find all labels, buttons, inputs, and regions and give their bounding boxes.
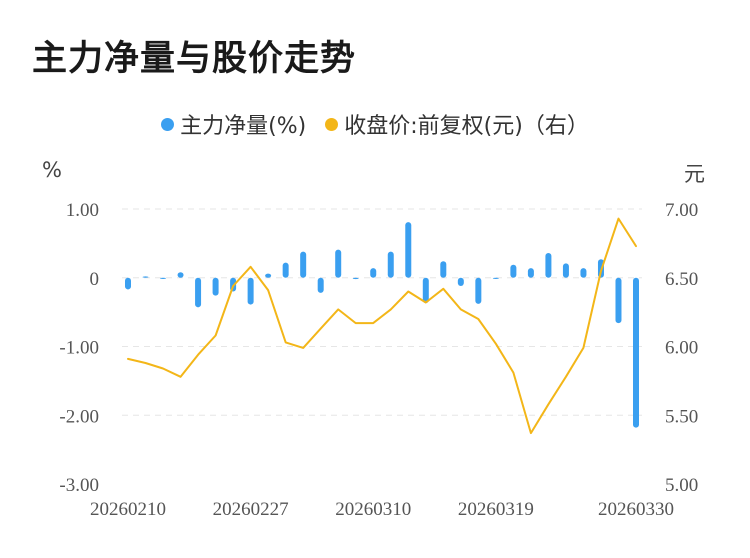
- net-bar: [633, 277, 639, 428]
- net-bar: [510, 264, 517, 278]
- legend-net-marker: [161, 117, 175, 131]
- right-tick-label: 5.50: [665, 406, 698, 427]
- x-tick-label: 20260227: [213, 499, 289, 520]
- right-tick-label: 6.50: [665, 269, 698, 290]
- net-bar: [440, 261, 447, 278]
- net-bar: [387, 251, 394, 278]
- net-bar: [195, 277, 202, 308]
- net-bar: [125, 277, 131, 290]
- net-bar: [300, 251, 307, 278]
- net-bar: [527, 268, 534, 278]
- price-line: [127, 217, 637, 435]
- left-tick-label: -1.00: [59, 338, 99, 359]
- net-bar: [580, 268, 587, 278]
- net-bar: [335, 249, 342, 278]
- x-tick-label: 20260310: [335, 499, 411, 520]
- legend-price-marker: [325, 117, 339, 131]
- chart-title: 主力净量与股价走势: [32, 39, 357, 79]
- legend-net-label: 主力净量(%): [180, 114, 307, 139]
- left-tick-label: 1.00: [66, 200, 99, 221]
- legend-price-label: 收盘价:前复权(元)（右）: [344, 114, 589, 139]
- right-tick-label: 7.00: [665, 200, 698, 221]
- net-bar: [370, 268, 377, 278]
- net-bar: [352, 277, 359, 280]
- x-tick-label: 20260210: [90, 499, 166, 520]
- net-bar: [615, 277, 622, 324]
- net-bar: [492, 277, 499, 279]
- net-bar: [562, 263, 569, 278]
- net-bar: [422, 277, 429, 304]
- net-bar: [457, 277, 464, 286]
- right-tick-label: 6.00: [665, 338, 698, 359]
- x-tick-label: 20260319: [458, 499, 534, 520]
- x-tick-label: 20260330: [598, 499, 674, 520]
- left-tick-label: -3.00: [59, 475, 99, 496]
- legend-item-net[interactable]: 主力净量(%): [161, 108, 306, 140]
- net-bar: [212, 277, 219, 296]
- left-tick-label: 0: [90, 269, 100, 290]
- legend-item-price[interactable]: 收盘价:前复权(元)（右）: [325, 108, 589, 140]
- net-bar: [545, 253, 552, 278]
- net-bar: [160, 277, 167, 279]
- left-tick-label: -2.00: [59, 406, 99, 427]
- net-bar: [142, 276, 149, 278]
- left-axis-unit: %: [42, 158, 62, 182]
- net-bar: [405, 222, 412, 278]
- net-bar: [265, 273, 272, 278]
- net-bar: [177, 272, 184, 278]
- right-axis-unit: 元: [684, 162, 705, 186]
- net-bar: [247, 277, 254, 305]
- legend: 主力净量(%) 收盘价:前复权(元)（右）: [0, 108, 750, 140]
- net-bar: [317, 277, 324, 293]
- net-bar: [282, 262, 289, 278]
- net-bar: [475, 277, 482, 304]
- right-tick-label: 5.00: [665, 475, 698, 496]
